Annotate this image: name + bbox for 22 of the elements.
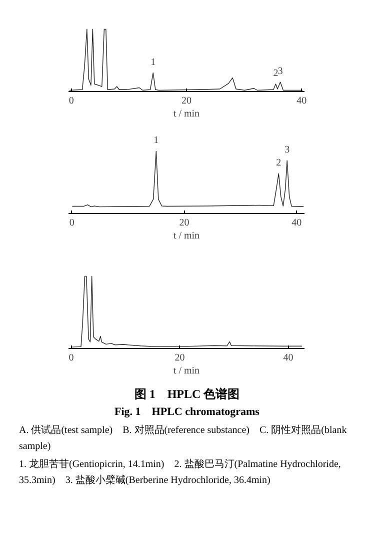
x-tick-label: 0 <box>68 352 74 364</box>
x-axis-title: t / min <box>173 366 200 376</box>
text: Fig. 1 HPLC chromatograms <box>114 405 260 420</box>
x-tick-label: 0 <box>69 218 74 228</box>
text: 1. 龙胆苦苷(Gentiopicrin, 14.1min) 2. 盐酸巴马汀(Palmatine Hydrochloride, 35.3min) 3. 盐酸小檗碱(Berberine Hydrochloride, 36.4min) <box>19 458 342 488</box>
annotation: 1 <box>150 56 156 68</box>
x-tick-label: 0 <box>68 96 74 106</box>
x-tick-label: 40 <box>292 218 302 228</box>
x-tick-label: 20 <box>179 218 190 228</box>
x-axis-title: t / min <box>173 108 200 120</box>
annotation: 3 <box>278 66 283 78</box>
text: A. 供试品(test sample) B. 对照品(reference substance) C. 阴性对照品(blank sample) <box>19 424 348 454</box>
text: 图 1 HPLC 色谱图 <box>133 386 241 403</box>
annotation: 2 <box>276 158 282 169</box>
annotation: 2 <box>273 68 278 80</box>
x-tick-label: 40 <box>283 352 294 364</box>
annotation: 1 <box>154 135 159 146</box>
x-tick-label: 20 <box>174 352 185 364</box>
x-tick-label: 20 <box>182 96 192 106</box>
annotation: 3 <box>284 144 290 156</box>
x-axis-title: t / min <box>173 230 200 242</box>
x-tick-label: 40 <box>296 96 307 106</box>
